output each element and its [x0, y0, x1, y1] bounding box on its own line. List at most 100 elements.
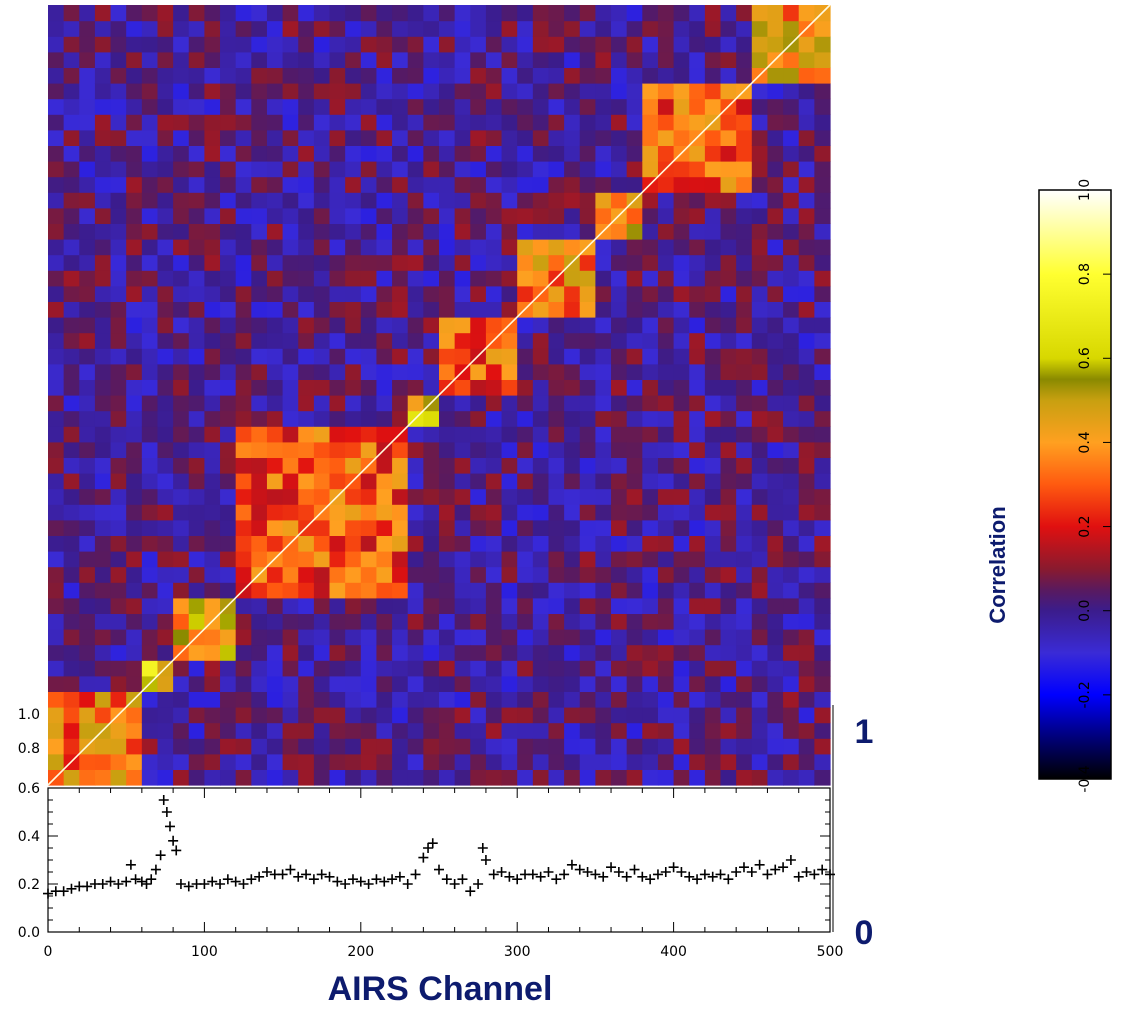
heatmap-cell: [173, 348, 190, 365]
heatmap-cell: [720, 488, 737, 505]
heatmap-cell: [767, 629, 784, 646]
heatmap-cell: [470, 691, 487, 708]
heatmap-cell: [188, 317, 205, 334]
heatmap-cell: [235, 332, 252, 349]
heatmap-cell: [689, 426, 706, 443]
heatmap-cell: [313, 36, 331, 53]
heatmap-cell: [814, 769, 831, 786]
heatmap-cell: [407, 582, 424, 599]
heatmap-cell: [642, 551, 659, 568]
heatmap-cell: [798, 707, 815, 724]
heatmap-cell: [220, 426, 237, 443]
heatmap-cell: [657, 36, 675, 53]
heatmap-cell: [736, 20, 753, 37]
heatmap-cell: [626, 582, 643, 599]
heatmap-cell: [485, 426, 503, 443]
heatmap-cell: [63, 129, 80, 146]
scatter-ticks: [47, 787, 831, 933]
heatmap-cell: [173, 535, 190, 552]
heatmap-cell: [751, 83, 769, 100]
scatter-point: [598, 871, 609, 882]
heatmap-cell: [313, 192, 331, 209]
heatmap-cell: [63, 67, 80, 84]
heatmap-cell: [282, 270, 299, 287]
heatmap-cell: [673, 722, 690, 739]
heatmap-cell: [188, 441, 205, 458]
heatmap-cell: [392, 488, 409, 505]
heatmap-cell: [736, 441, 753, 458]
heatmap-cell: [657, 660, 675, 677]
heatmap-cell: [110, 504, 127, 521]
heatmap-cell: [501, 36, 518, 53]
heatmap-cell: [642, 363, 659, 380]
heatmap-cell: [783, 5, 800, 22]
heatmap-cell: [439, 582, 456, 599]
heatmap-cell: [689, 395, 706, 412]
heatmap-cell: [517, 660, 534, 677]
heatmap-cell: [642, 379, 659, 396]
heatmap-cell: [439, 114, 456, 131]
heatmap-cell: [204, 535, 221, 552]
heatmap-cell: [141, 301, 159, 318]
heatmap-cell: [767, 738, 784, 755]
y-tick-label: 0.4: [18, 829, 40, 845]
heatmap-cell: [470, 441, 487, 458]
heatmap-cell: [548, 363, 565, 380]
heatmap-cell: [110, 613, 127, 630]
heatmap-cell: [204, 769, 221, 786]
heatmap-cell: [532, 473, 550, 490]
heatmap-cell: [642, 738, 659, 755]
heatmap-cell: [595, 254, 612, 271]
heatmap-cell: [720, 769, 737, 786]
heatmap-cell: [704, 504, 722, 521]
heatmap-cell: [767, 753, 784, 770]
heatmap-cell: [548, 551, 565, 568]
heatmap-cell: [360, 613, 378, 630]
heatmap-cell: [63, 722, 80, 739]
heatmap-cell: [517, 285, 534, 302]
heatmap-cell: [532, 769, 550, 786]
heatmap-cell: [657, 207, 675, 224]
heatmap-cell: [235, 192, 252, 209]
heatmap-cell: [767, 192, 784, 209]
heatmap-cell: [704, 707, 722, 724]
heatmap-cell: [642, 161, 659, 178]
heatmap-cell: [235, 20, 252, 37]
heatmap-cell: [360, 769, 378, 786]
heatmap-cell: [626, 488, 643, 505]
heatmap-cell: [798, 301, 815, 318]
heatmap-cell: [439, 285, 456, 302]
heatmap-cell: [48, 473, 65, 490]
heatmap-cell: [157, 566, 174, 583]
heatmap-cell: [423, 83, 440, 100]
heatmap-cell: [642, 582, 659, 599]
scatter-point: [207, 876, 218, 887]
heatmap-cell: [423, 332, 440, 349]
heatmap-cell: [126, 582, 143, 599]
heatmap-cell: [126, 488, 143, 505]
heatmap-cell: [720, 5, 737, 22]
heatmap-cell: [798, 317, 815, 334]
heatmap-cell: [407, 36, 424, 53]
heatmap-cell: [736, 738, 753, 755]
heatmap-cell: [63, 395, 80, 412]
heatmap-cell: [595, 67, 612, 84]
colorbar-tick-label: 1.0: [1077, 179, 1093, 201]
heatmap-cell: [564, 67, 581, 84]
heatmap-cell: [814, 441, 831, 458]
heatmap-cell: [173, 582, 190, 599]
heatmap-cell: [736, 348, 753, 365]
heatmap-cell: [454, 161, 471, 178]
heatmap-cell: [63, 254, 80, 271]
heatmap-cell: [657, 691, 675, 708]
heatmap-cell: [220, 473, 237, 490]
scatter-point: [402, 879, 413, 889]
colorbar-tick-label: 0.8: [1077, 263, 1093, 285]
heatmap-cell: [345, 176, 362, 193]
scatter-point: [121, 876, 132, 887]
heatmap-cell: [689, 270, 706, 287]
heatmap-cell: [595, 207, 612, 224]
heatmap-cell: [282, 363, 299, 380]
heatmap-cell: [79, 473, 96, 490]
heatmap-cell: [751, 51, 769, 68]
